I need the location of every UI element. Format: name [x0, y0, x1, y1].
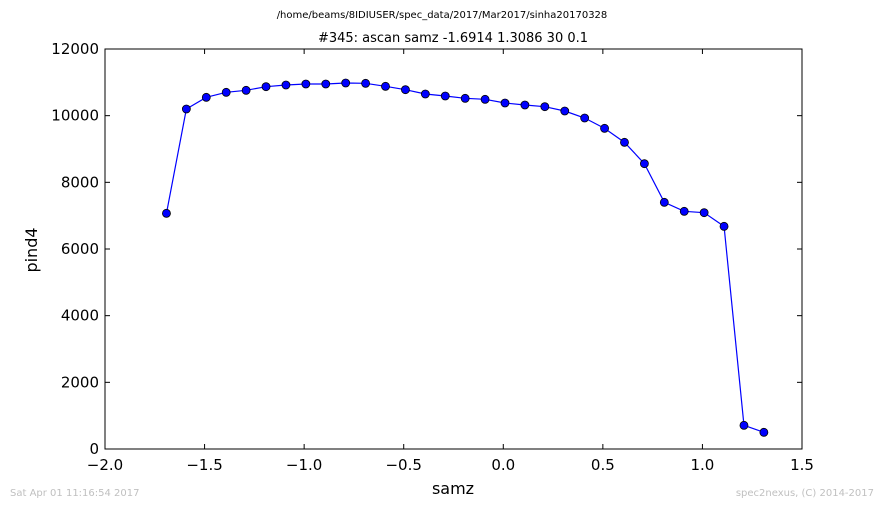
file-path-title: /home/beams/8IDIUSER/spec_data/2017/Mar2…	[276, 10, 608, 21]
data-point	[560, 106, 570, 116]
data-point	[520, 100, 530, 110]
y-tick-label: 0	[89, 440, 99, 458]
data-point	[440, 91, 450, 101]
data-point	[500, 98, 510, 108]
data-point	[679, 206, 689, 216]
data-point	[480, 94, 490, 104]
data-point	[321, 79, 331, 89]
x-tick-label: 1.0	[690, 456, 714, 474]
data-point	[460, 93, 470, 103]
data-point	[580, 113, 590, 123]
x-tick-label: 0.0	[491, 456, 515, 474]
data-point	[540, 102, 550, 112]
data-point	[620, 137, 629, 147]
y-tick-label: 10000	[51, 107, 99, 125]
y-tick-label: 2000	[61, 373, 99, 391]
x-tick-label: 0.5	[591, 456, 615, 474]
data-point	[341, 78, 351, 88]
data-point	[301, 79, 311, 89]
data-point	[759, 427, 769, 437]
data-point	[600, 123, 609, 133]
data-point	[201, 92, 211, 102]
data-point	[699, 208, 709, 218]
y-tick-label: 4000	[61, 307, 99, 325]
data-point	[241, 85, 251, 95]
plot-frame	[104, 48, 803, 450]
footer-credit: spec2nexus, (C) 2014-2017	[735, 488, 874, 499]
axis-ticks	[104, 48, 803, 450]
tick-labels: −2.0 −1.5 −1.0 −0.5 0.0 0.5 1.0 1.5 0 2000 4000 600…	[51, 40, 814, 474]
y-tick-label: 6000	[61, 240, 99, 258]
data-series	[162, 78, 769, 437]
data-point	[401, 85, 410, 95]
data-point	[361, 78, 370, 88]
x-tick-label: −2.0	[87, 456, 123, 474]
x-tick-label: −1.5	[186, 456, 222, 474]
x-tick-label: 1.5	[790, 456, 814, 474]
y-tick-label: 12000	[51, 40, 99, 58]
data-point	[381, 81, 390, 91]
x-tick-label: −0.5	[385, 456, 421, 474]
data-point	[162, 208, 171, 218]
y-axis-label: pind4	[22, 227, 41, 272]
footer-timestamp: Sat Apr 01 11:16:54 2017	[10, 488, 140, 499]
x-axis-label: samz	[432, 479, 474, 498]
data-point	[639, 159, 649, 169]
chart-title: #345: ascan samz -1.6914 1.3086 30 0.1	[318, 31, 588, 46]
x-tick-label: −1.0	[286, 456, 322, 474]
data-point	[659, 197, 669, 207]
data-point	[739, 420, 749, 430]
data-point	[261, 82, 271, 92]
plot-area	[104, 48, 803, 450]
y-tick-label: 8000	[61, 173, 99, 191]
data-point	[181, 104, 191, 114]
data-point	[719, 221, 729, 231]
series-line	[165, 82, 765, 433]
data-point	[221, 87, 231, 97]
data-point	[281, 80, 291, 90]
data-point	[420, 89, 430, 99]
